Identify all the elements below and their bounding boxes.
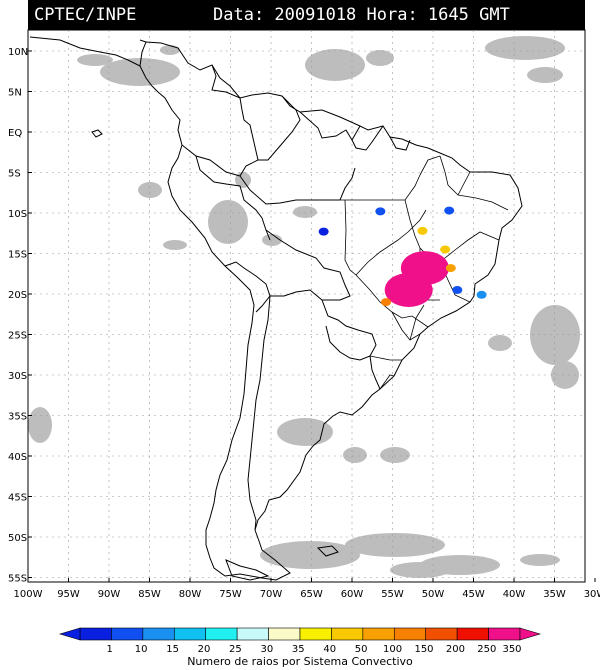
lon-label: 40W [503, 589, 526, 600]
header-datetime: Data: 20091018 Hora: 1645 GMT [213, 5, 510, 25]
colorbar-right-arrow [519, 627, 542, 641]
lat-label: 10N [8, 47, 28, 58]
colorbar-tick-label: 20 [198, 644, 211, 655]
lon-label: 85W [138, 589, 161, 600]
lat-label: 30S [8, 371, 27, 382]
lon-label: 55W [381, 589, 404, 600]
lat-label: 35S [8, 412, 27, 423]
convective-system [452, 285, 463, 294]
convective-system [476, 290, 487, 299]
axis-labels: 10N 5N EQ 5S 10S 15S 20S 25S 30S 35S 40S 45S 50S 55S 1… [8, 47, 600, 600]
map-frame [27, 29, 586, 583]
lat-label: 10S [8, 209, 27, 220]
colorbar-swatch [331, 627, 364, 641]
colorbar-swatch [173, 627, 207, 641]
colorbar-swatch [393, 627, 427, 641]
country-borders [181, 64, 411, 531]
coastlines [29, 36, 523, 581]
lon-label: 30W [584, 589, 600, 600]
lon-label: 70W [260, 589, 283, 600]
lat-label: 50S [8, 533, 27, 544]
colorbar-caption: Numero de raios por Sistema Convectivo [187, 655, 413, 668]
convective-system [381, 298, 392, 307]
lat-label: 40S [8, 452, 27, 463]
lon-label: 95W [57, 589, 80, 600]
lat-label: 45S [8, 493, 27, 504]
colorbar-swatch [79, 627, 112, 641]
lon-label: 50W [422, 589, 445, 600]
lat-label: 5S [8, 169, 21, 180]
colorbar-tick-label: 1 [107, 644, 113, 655]
colorbar-swatch [205, 627, 238, 641]
lat-label: 20S [8, 290, 27, 301]
colorbar-tick-label: 10 [135, 644, 148, 655]
convective-systems [318, 206, 487, 307]
lon-label: 100W [14, 589, 43, 600]
convective-system [318, 227, 329, 236]
convective-system [444, 206, 455, 215]
colorbar-tick-label: 150 [414, 644, 433, 655]
convective-system [440, 245, 451, 254]
lat-label: 25S [8, 331, 27, 342]
colorbar: 1 10 15 20 25 30 35 40 50 100 150 200 250 350 [58, 627, 542, 655]
colorbar-swatch [299, 627, 332, 641]
colorbar-swatch [456, 627, 489, 641]
lon-label: 60W [341, 589, 364, 600]
colorbar-tick-label: 40 [323, 644, 336, 655]
lon-label: 65W [300, 589, 323, 600]
colorbar-tick-label: 50 [355, 644, 368, 655]
colorbar-left-arrow [58, 627, 81, 641]
header-title: CPTEC/INPE [34, 5, 137, 25]
colorbar-tick-label: 15 [166, 644, 179, 655]
colorbar-swatch [111, 627, 144, 641]
header-bar: CPTEC/INPE Data: 20091018 Hora: 1645 GMT [28, 0, 585, 30]
convective-system [445, 264, 456, 273]
graticule [27, 30, 596, 582]
colorbar-swatch [362, 627, 395, 641]
lon-label: 75W [219, 589, 242, 600]
colorbar-swatch [268, 627, 301, 641]
colorbar-swatch [488, 627, 521, 641]
colorbar-tick-label: 350 [502, 644, 521, 655]
convective-system [417, 226, 428, 235]
colorbar-tick-label: 200 [446, 644, 465, 655]
lon-label: 35W [543, 589, 566, 600]
colorbar-swatch [425, 627, 458, 641]
lon-label: 45W [462, 589, 485, 600]
lat-label: 5N [8, 88, 22, 99]
colorbar-tick-label: 30 [260, 644, 273, 655]
colorbar-swatch [142, 627, 175, 641]
colorbar-swatch [236, 627, 269, 641]
colorbar-tick-label: 250 [477, 644, 496, 655]
convective-system [375, 207, 386, 216]
colorbar-tick-label: 25 [229, 644, 242, 655]
lon-label: 80W [179, 589, 202, 600]
colorbar-tick-label: 100 [383, 644, 402, 655]
lat-label: EQ [8, 128, 22, 139]
lon-label: 90W [98, 589, 121, 600]
convective-system [400, 251, 449, 286]
lat-label: 15S [8, 250, 27, 261]
colorbar-tick-label: 35 [292, 644, 305, 655]
cloud-cover [28, 36, 580, 578]
lat-label: 55S [8, 574, 27, 585]
